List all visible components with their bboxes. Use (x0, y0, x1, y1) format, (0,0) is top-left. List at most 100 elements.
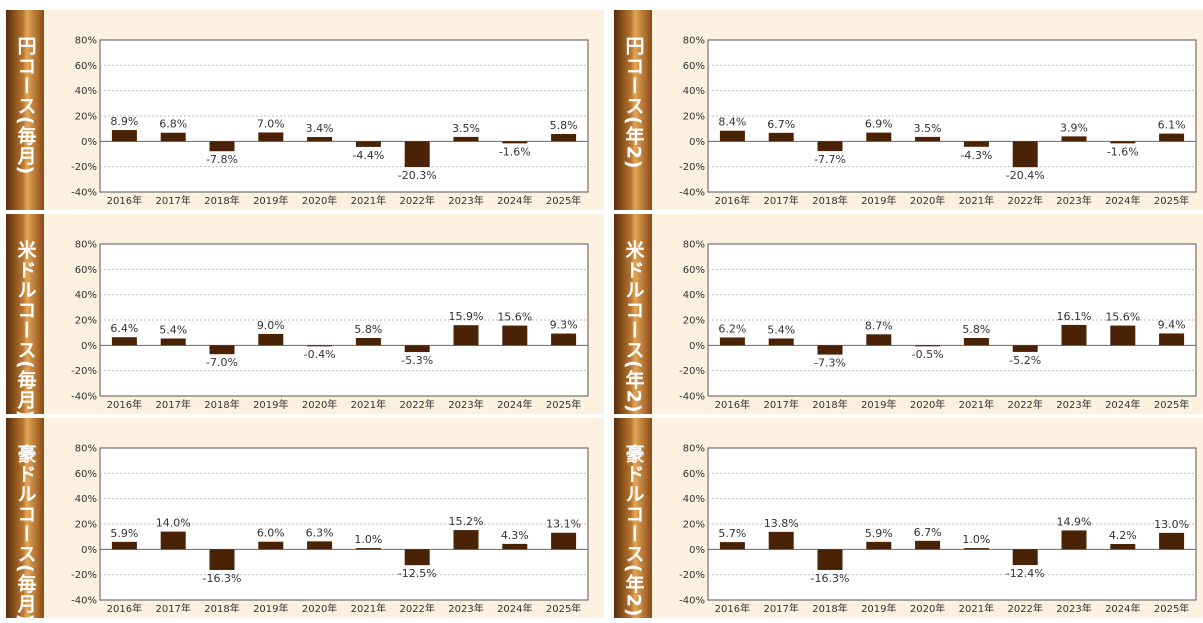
bar (915, 540, 941, 550)
data-label: 15.2% (449, 515, 484, 528)
data-label: 4.3% (501, 529, 529, 542)
data-label: -0.5% (912, 348, 944, 361)
chart-panel: 円コース(毎月) 80% 60% 40% 20% 0% -20% -40% 8.9% 2016年… (6, 10, 604, 210)
x-tick-label: 2024年 (497, 194, 532, 207)
bar (768, 338, 794, 346)
data-label: 1.0% (962, 533, 990, 546)
data-label: -7.8% (206, 153, 238, 166)
data-label: -16.3% (811, 572, 850, 585)
x-tick-label: 2023年 (1056, 194, 1091, 207)
x-tick-label: 2017年 (763, 602, 798, 612)
y-tick-label: 20% (75, 316, 97, 327)
y-tick-label: 0% (81, 341, 97, 352)
x-tick-label: 2016年 (715, 398, 750, 411)
x-tick-label: 2018年 (204, 602, 239, 612)
data-label: 5.4% (767, 323, 795, 336)
bar-chart: 80% 60% 40% 20% 0% -20% -40% 8.4% 2016年 6.7% 2017年… (679, 36, 1197, 207)
bar (209, 141, 235, 152)
y-tick-label: 40% (683, 494, 705, 505)
x-tick-label: 2021年 (351, 602, 386, 612)
x-tick-label: 2021年 (959, 194, 994, 207)
bar (355, 141, 381, 147)
x-tick-label: 2022年 (1007, 602, 1042, 612)
y-tick-label: 0% (689, 137, 705, 148)
chart-panel: 豪ドルコース(毎月) 80% 60% 40% 20% 0% -20% -40% 5.9% 201… (6, 418, 604, 623)
bar (719, 542, 745, 550)
bar (719, 337, 745, 346)
x-tick-label: 2020年 (302, 194, 337, 207)
bar (551, 133, 577, 142)
data-label: 3.4% (306, 122, 334, 135)
x-tick-label: 2016年 (107, 602, 142, 612)
chart-panel: 米ドルコース(毎月) 80% 60% 40% 20% 0% -20% -40% 6.4% 201… (6, 214, 604, 419)
data-label: 6.7% (767, 118, 795, 131)
y-tick-label: 60% (75, 61, 97, 72)
data-label: 13.8% (764, 517, 799, 530)
course-tab: 豪ドルコース(年2) (614, 418, 652, 618)
x-tick-label: 2025年 (1154, 602, 1189, 612)
bar (355, 337, 381, 346)
x-tick-label: 2018年 (204, 398, 239, 411)
y-tick-label: -20% (71, 366, 97, 377)
y-tick-label: 0% (689, 545, 705, 556)
bar (915, 345, 941, 347)
y-tick-label: 0% (689, 341, 705, 352)
data-label: 13.0% (1154, 518, 1189, 531)
bar (1061, 136, 1087, 142)
data-label: -5.3% (401, 354, 433, 367)
x-tick-label: 2019年 (253, 602, 288, 612)
bar-chart: 80% 60% 40% 20% 0% -20% -40% 8.9% 2016年 6.8% 2017年… (71, 36, 589, 207)
x-tick-label: 2019年 (253, 398, 288, 411)
bar (160, 338, 186, 346)
bar (1159, 133, 1185, 142)
x-tick-label: 2019年 (861, 602, 896, 612)
y-tick-label: 20% (683, 520, 705, 531)
x-tick-label: 2021年 (959, 602, 994, 612)
course-label: 米ドルコース(年2) (622, 240, 645, 414)
y-tick-label: 20% (75, 112, 97, 123)
bar (1061, 530, 1087, 550)
x-tick-label: 2022年 (399, 194, 434, 207)
x-tick-label: 2021年 (959, 398, 994, 411)
y-tick-label: -20% (679, 570, 705, 581)
x-tick-label: 2017年 (155, 194, 190, 207)
x-tick-label: 2021年 (351, 194, 386, 207)
y-tick-label: -40% (71, 596, 97, 607)
y-tick-label: -40% (679, 188, 705, 199)
bar (719, 130, 745, 142)
bar (502, 141, 528, 144)
data-label: 5.9% (865, 527, 893, 540)
bar (817, 141, 843, 152)
bar (258, 132, 284, 142)
x-tick-label: 2016年 (107, 194, 142, 207)
y-tick-label: 60% (683, 469, 705, 480)
data-label: 7.0% (257, 117, 285, 130)
y-tick-label: -40% (679, 596, 705, 607)
data-label: 3.5% (452, 122, 480, 135)
bar (1012, 141, 1038, 168)
bar (502, 543, 528, 550)
data-label: 6.4% (110, 322, 138, 335)
bar (355, 548, 381, 550)
x-tick-label: 2020年 (910, 398, 945, 411)
data-label: -0.4% (304, 348, 336, 361)
y-tick-label: 60% (75, 469, 97, 480)
x-tick-label: 2024年 (497, 398, 532, 411)
x-tick-label: 2018年 (812, 398, 847, 411)
x-tick-label: 2018年 (204, 194, 239, 207)
bar-chart: 80% 60% 40% 20% 0% -20% -40% 5.7% 2016年 13.8% 2017… (679, 444, 1197, 612)
x-tick-label: 2024年 (497, 602, 532, 612)
data-label: 15.6% (497, 311, 532, 324)
data-label: -12.5% (398, 567, 437, 580)
bar (866, 334, 892, 346)
data-label: 9.0% (257, 319, 285, 332)
y-tick-label: 40% (75, 494, 97, 505)
bar (866, 541, 892, 550)
data-label: 14.9% (1057, 515, 1092, 528)
y-tick-label: 80% (75, 240, 97, 251)
x-tick-label: 2016年 (107, 398, 142, 411)
bar (1159, 532, 1185, 550)
data-label: 4.2% (1109, 529, 1137, 542)
bar (915, 136, 941, 142)
bar (1110, 325, 1136, 346)
